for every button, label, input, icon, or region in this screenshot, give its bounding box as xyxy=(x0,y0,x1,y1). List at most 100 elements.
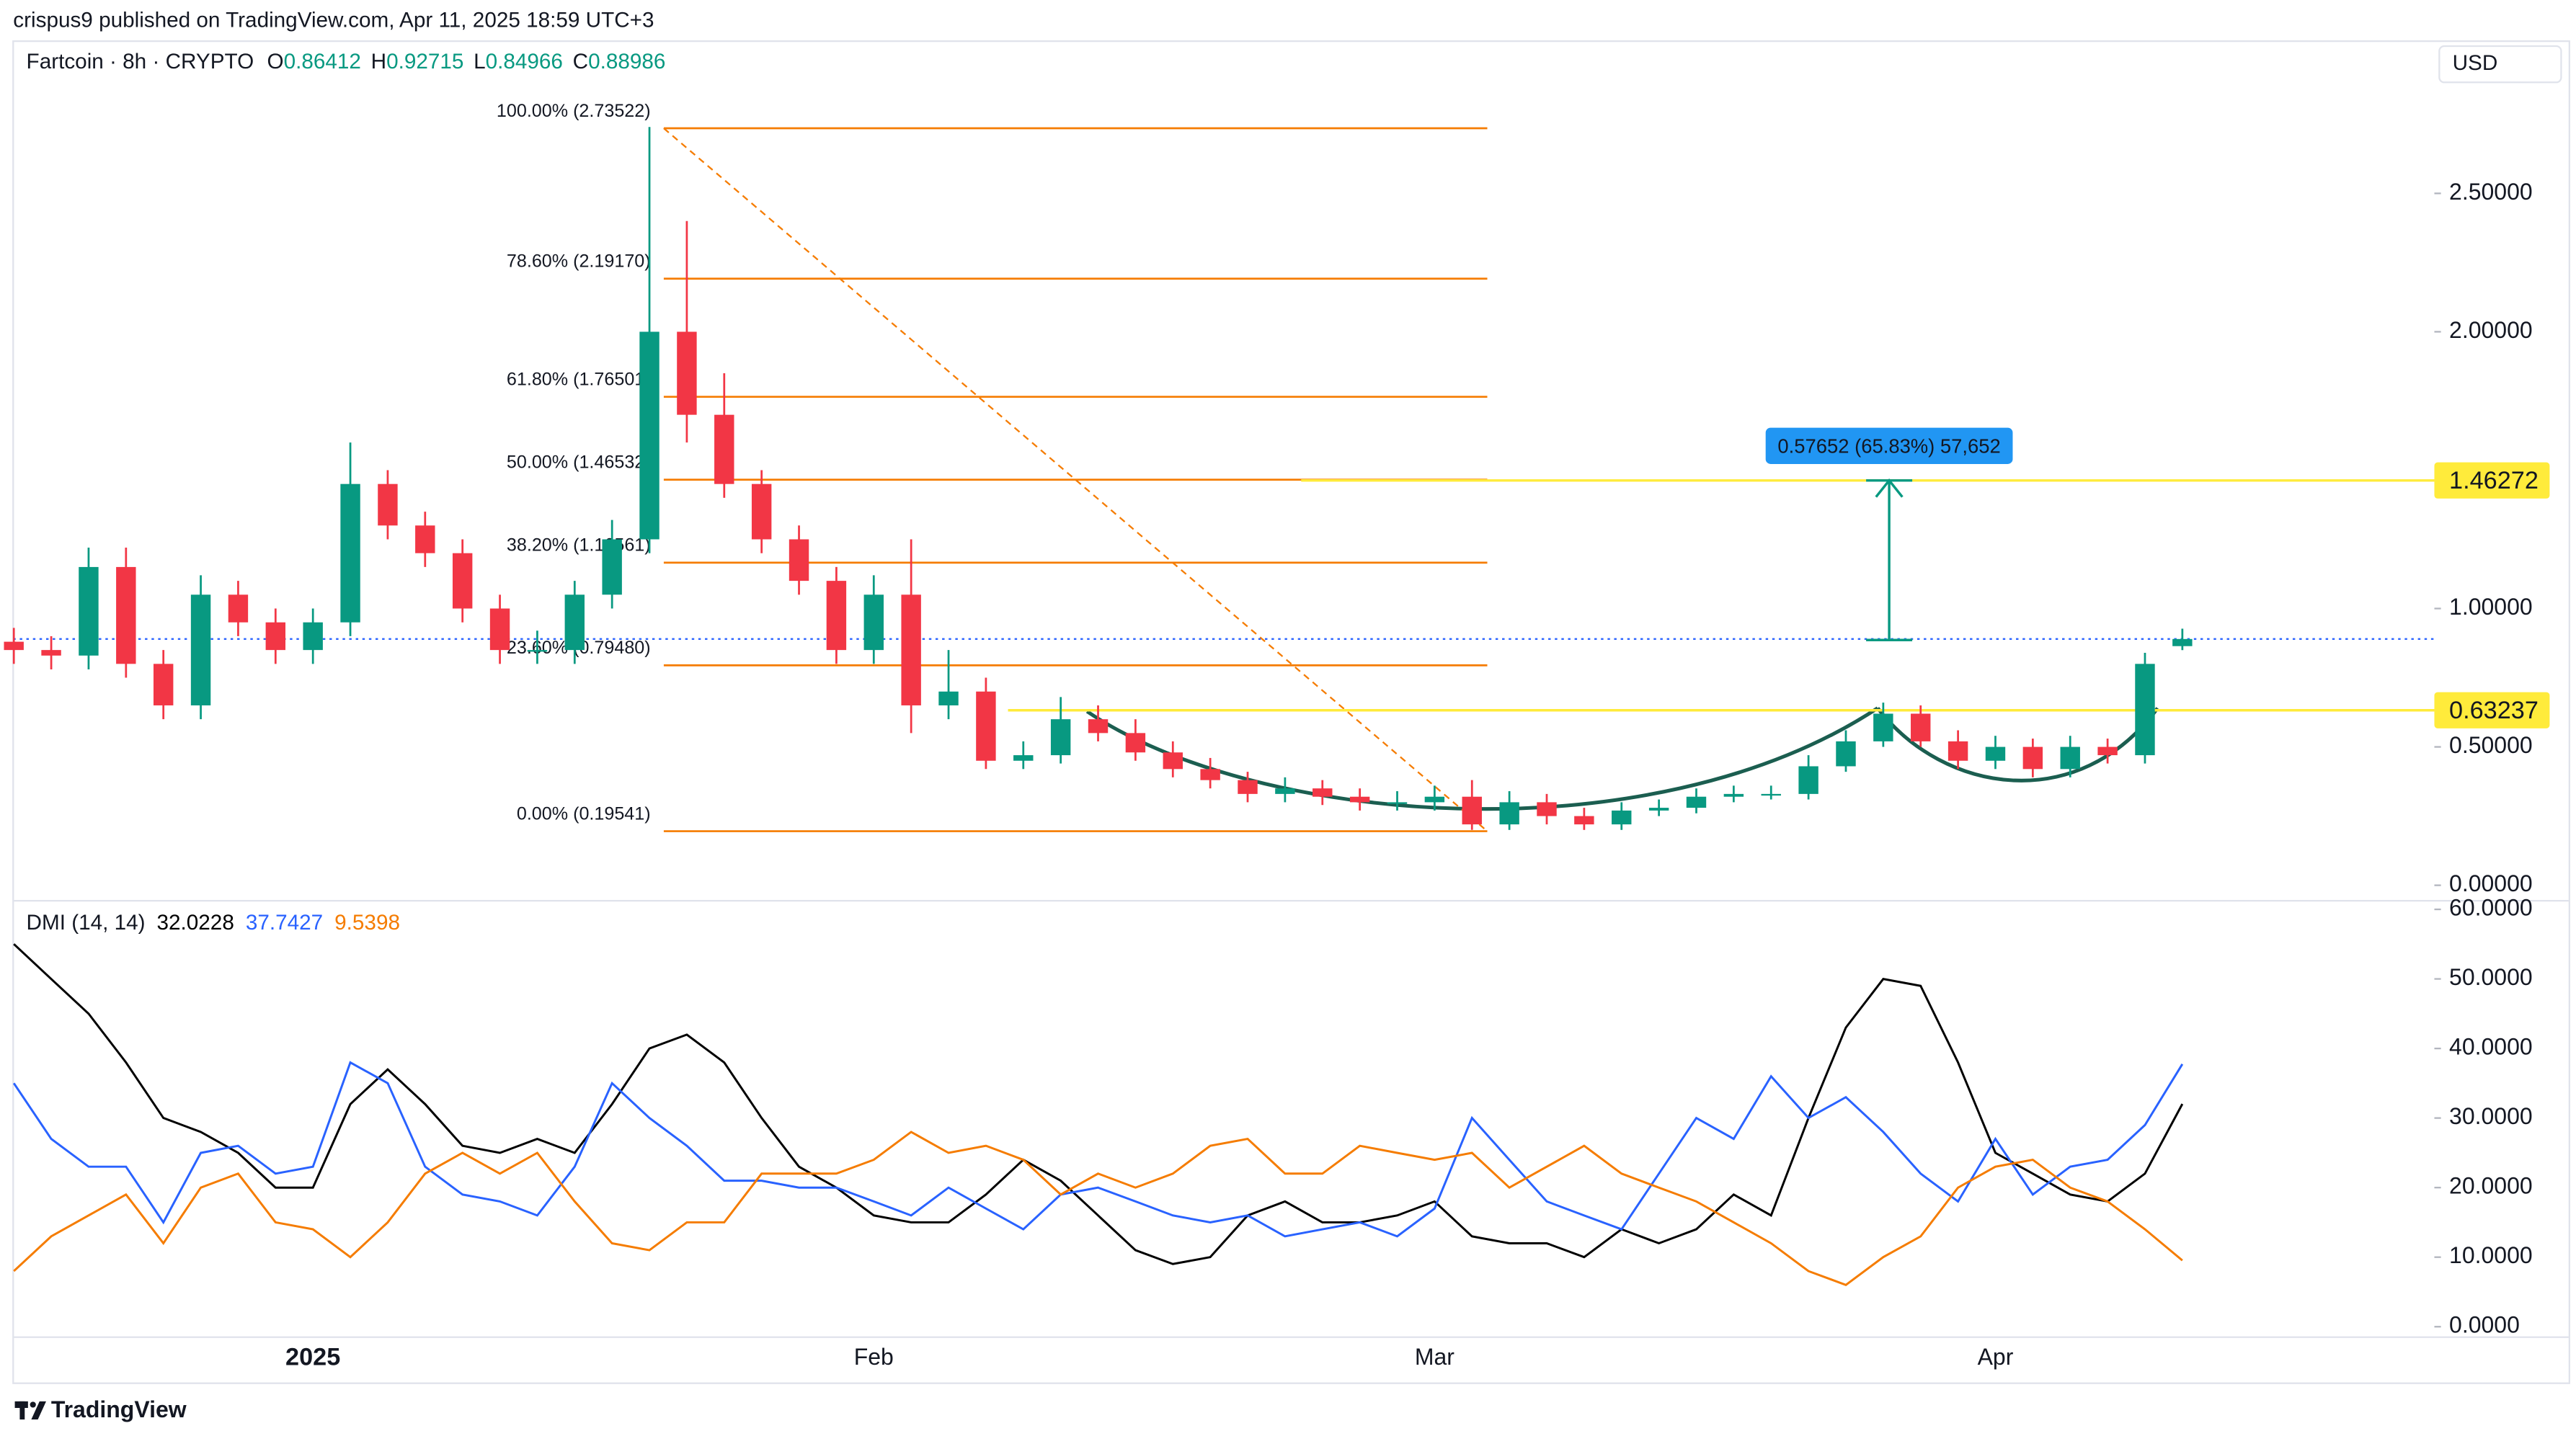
fib-level-label: 61.80% (1.76501) xyxy=(507,369,651,389)
x-tick-label: Apr xyxy=(1978,1344,2014,1370)
candle-body xyxy=(41,650,61,656)
dmi-line xyxy=(13,943,2184,1265)
candle-body xyxy=(2097,746,2118,756)
y-tick-label: 40.0000 xyxy=(2449,1034,2533,1060)
candle-body xyxy=(4,641,24,651)
candle-body xyxy=(1050,719,1071,756)
candle-body xyxy=(1013,755,1034,761)
candle-body xyxy=(1163,752,1183,770)
currency-box[interactable] xyxy=(2438,45,2562,84)
candle-body xyxy=(976,691,996,761)
candle-body xyxy=(265,622,286,651)
candle-body xyxy=(452,553,473,609)
logo-part xyxy=(19,1401,25,1420)
candle-body xyxy=(190,594,211,705)
fib-level-label: 0.00% (0.19541) xyxy=(517,803,651,824)
candle-body xyxy=(1648,808,1669,811)
candle-body xyxy=(789,539,809,581)
candle-body xyxy=(2022,746,2043,770)
ohlc-value: 0.86412 xyxy=(284,50,361,73)
measure-label: 0.57652 (65.83%) 57,652 xyxy=(1777,434,2000,457)
candle-body xyxy=(714,414,734,484)
candle-body xyxy=(1349,796,1370,803)
handle-curve xyxy=(1876,707,2159,783)
ohlc-value: 0.92715 xyxy=(386,50,463,73)
x-tick-label: 2025 xyxy=(285,1343,340,1370)
candle-body xyxy=(489,608,510,651)
currency-label[interactable]: USD xyxy=(2453,51,2498,75)
candle-body xyxy=(303,622,323,651)
price-label: 1.46272 xyxy=(2449,467,2539,494)
candle-body xyxy=(1238,780,1258,794)
candle-body xyxy=(751,483,772,540)
candle-body xyxy=(1537,802,1557,816)
price-label: 0.63237 xyxy=(2449,697,2539,724)
candle-body xyxy=(863,594,884,651)
candle-body xyxy=(2172,638,2193,646)
candle-body xyxy=(1499,802,1519,825)
candle-body xyxy=(938,691,959,705)
y-tick-label: 2.50000 xyxy=(2449,179,2533,205)
candle-body xyxy=(1313,788,1333,797)
candle-body xyxy=(1462,796,1482,825)
fib-level-label: 100.00% (2.73522) xyxy=(497,101,651,121)
candle-body xyxy=(79,566,99,656)
candle-body xyxy=(826,581,847,651)
candle-body xyxy=(677,331,697,415)
indicator-value: 37.7427 xyxy=(246,911,323,935)
candle-body xyxy=(1125,733,1146,753)
candle-body xyxy=(1947,741,1968,761)
candle-body xyxy=(1723,793,1744,797)
candle-body xyxy=(415,525,435,553)
y-tick-label: 0.0000 xyxy=(2449,1312,2520,1338)
indicator-header: DMI (14, 14) 32.0228 37.7427 9.5398 xyxy=(27,911,400,935)
brand-logo xyxy=(14,1401,46,1420)
y-tick-label: 10.0000 xyxy=(2449,1242,2533,1268)
candle-body xyxy=(1836,741,1856,767)
y-tick-label: 0.50000 xyxy=(2449,732,2533,758)
candle-body xyxy=(901,594,921,705)
candle-body xyxy=(602,539,622,595)
candle-body xyxy=(1798,766,1818,794)
candle-body xyxy=(1275,788,1295,794)
price-label-box xyxy=(2434,462,2550,499)
y-tick-label: 30.0000 xyxy=(2449,1103,2533,1129)
y-tick-label: 60.0000 xyxy=(2449,894,2533,920)
ohlc-label: L xyxy=(474,50,486,73)
price-label-box xyxy=(2434,692,2550,728)
ohlc-label: C xyxy=(573,50,588,73)
x-tick-label: Feb xyxy=(854,1344,894,1370)
x-tick-label: Mar xyxy=(1415,1344,1454,1370)
fib-level-label: 38.20% (1.16561) xyxy=(507,535,651,556)
candle-body xyxy=(153,664,174,705)
symbol-title: Fartcoin · 8h · CRYPTO xyxy=(27,50,254,73)
candle-body xyxy=(564,594,585,651)
brand-name: TradingView xyxy=(51,1396,187,1422)
candle-body xyxy=(2135,664,2155,756)
ohlc-label: H xyxy=(371,50,386,73)
indicator-title: DMI (14, 14) xyxy=(27,911,146,935)
dmi-line xyxy=(13,1131,2183,1286)
candle-body xyxy=(1911,713,1931,741)
logo-part xyxy=(30,1401,36,1408)
candle-body xyxy=(116,566,136,664)
fib-level-label: 78.60% (2.19170) xyxy=(507,251,651,272)
indicator-value: 9.5398 xyxy=(334,911,400,935)
candle-body xyxy=(1200,769,1220,780)
candle-body xyxy=(1088,719,1109,734)
dmi-line xyxy=(12,1061,2184,1238)
candle-body xyxy=(1761,793,1781,796)
y-tick-label: 0.00000 xyxy=(2449,870,2533,896)
candle-body xyxy=(378,483,398,526)
candle-body xyxy=(1387,802,1408,804)
ohlc-value: 0.84966 xyxy=(486,50,563,73)
y-tick-label: 50.0000 xyxy=(2449,964,2533,990)
logo-part xyxy=(31,1401,46,1420)
fib-level-label: 50.00% (1.46532) xyxy=(507,453,651,473)
candle-body xyxy=(1612,810,1632,825)
measure-box xyxy=(1765,427,2013,464)
candle-body xyxy=(639,331,659,540)
candle-body xyxy=(340,483,360,623)
